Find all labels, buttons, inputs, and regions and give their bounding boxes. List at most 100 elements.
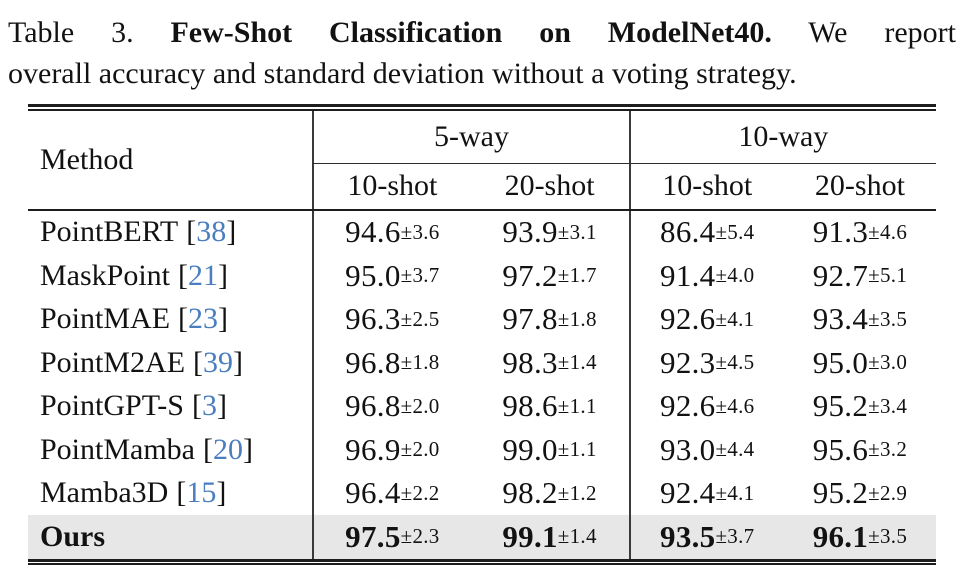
std-dev: ±4.6 <box>715 393 755 418</box>
value-cell: 95.6 ±3.2 <box>784 428 936 472</box>
header-5way-10shot: 10-shot <box>312 162 471 209</box>
value-cell: 92.7 ±5.1 <box>784 254 936 298</box>
accuracy-value: 92.3 <box>660 344 716 380</box>
accuracy-value: 95.6 <box>812 431 869 467</box>
citation-bracket: [ <box>176 476 187 510</box>
std-dev: ±4.1 <box>715 306 755 331</box>
table-row-mamba3d: Mamba3D [15] 96.4 ±2.2 98.2 ±1.2 92.4 ±4.1 9… <box>28 471 936 516</box>
value-cell: 92.3 ±4.5 <box>628 341 784 385</box>
accuracy-value: 97.8 <box>502 301 558 337</box>
caption-title-bold: Few-Shot Classification on ModelNet40. <box>170 16 772 49</box>
std-dev: ±2.9 <box>868 480 908 505</box>
accuracy-value: 99.0 <box>502 431 558 467</box>
std-dev: ±1.1 <box>557 393 597 418</box>
method-cell: PointMamba [20] <box>28 433 312 467</box>
value-cell: 95.2 ±2.9 <box>784 472 936 516</box>
accuracy-value: 92.6 <box>660 301 716 337</box>
citation-link[interactable]: 15 <box>186 476 217 510</box>
citation-link[interactable]: 38 <box>196 215 227 249</box>
header-group-5way: 5-way <box>312 110 628 163</box>
citation-link[interactable]: 21 <box>188 258 219 292</box>
std-dev: ±3.4 <box>868 393 908 418</box>
citation: [15] <box>176 476 226 509</box>
accuracy-value: 95.2 <box>812 475 869 511</box>
value-cell: 95.2 ±3.4 <box>784 385 936 429</box>
std-dev: ±2.2 <box>400 480 440 505</box>
table-row-ours: Ours 97.5 ±2.3 99.1 ±1.4 93.5 ±3.7 96.1 ±3.5 <box>28 515 936 559</box>
accuracy-value: 94.6 <box>345 214 401 250</box>
citation-bracket: [ <box>191 389 202 423</box>
citation-bracket: ] <box>216 389 227 423</box>
std-dev: ±5.1 <box>868 263 908 288</box>
std-dev: ±3.7 <box>400 263 440 288</box>
caption-line-1: Table 3. Few-Shot Classification on Mode… <box>8 12 956 53</box>
method-cell: Mamba3D [15] <box>28 476 312 510</box>
value-cell: 93.4 ±3.5 <box>784 298 936 342</box>
accuracy-value: 93.5 <box>660 518 716 554</box>
value-cell: 96.3 ±2.5 <box>312 297 470 341</box>
std-dev: ±3.0 <box>868 350 908 375</box>
citation-bracket: ] <box>243 432 253 466</box>
std-dev: ±1.7 <box>557 263 597 288</box>
table-row-pointgpt-s: PointGPT-S [3] 96.8 ±2.0 98.6 ±1.1 92.6 ±4.6… <box>28 384 936 429</box>
accuracy-value: 98.6 <box>502 388 558 424</box>
std-dev: ±3.5 <box>868 306 908 331</box>
accuracy-value: 92.4 <box>660 475 716 511</box>
accuracy-value: 96.9 <box>345 431 401 467</box>
method-name: Mamba3D <box>40 476 169 510</box>
header-5way-20shot: 20-shot <box>470 162 629 209</box>
citation-link[interactable]: 39 <box>203 345 234 379</box>
value-cell: 93.5 ±3.7 <box>628 515 784 559</box>
citation: [21] <box>178 259 228 292</box>
value-cell: 95.0 ±3.0 <box>784 341 936 385</box>
accuracy-value: 91.3 <box>812 214 869 250</box>
header-group-10way: 10-way <box>628 110 936 163</box>
std-dev: ±1.1 <box>557 437 597 462</box>
accuracy-value: 98.3 <box>502 344 558 380</box>
method-name: MaskPoint <box>40 258 171 292</box>
caption-line-2: overall accuracy and standard deviation … <box>8 57 797 90</box>
citation-link[interactable]: 23 <box>188 302 219 336</box>
accuracy-value: 96.8 <box>345 344 401 380</box>
method-name: PointM2AE <box>40 345 186 379</box>
std-dev: ±1.8 <box>400 350 440 375</box>
method-name: PointGPT-S <box>40 389 184 423</box>
citation: [39] <box>193 346 243 379</box>
std-dev: ±4.5 <box>715 350 755 375</box>
std-dev: ±3.5 <box>868 524 908 549</box>
accuracy-value: 95.2 <box>812 388 869 424</box>
accuracy-value: 91.4 <box>660 257 716 293</box>
method-cell: Ours <box>28 520 312 554</box>
table-row-maskpoint: MaskPoint [21] 95.0 ±3.7 97.2 ±1.7 91.4 ±4.0… <box>28 254 936 298</box>
caption-prefix: Table 3. <box>8 16 134 49</box>
std-dev: ±5.4 <box>715 219 755 244</box>
citation-bracket: [ <box>193 345 204 379</box>
value-cell: 95.0 ±3.7 <box>312 254 470 298</box>
value-cell: 97.5 ±2.3 <box>312 515 470 559</box>
table-row-pointmamba: PointMamba [20] 96.9 ±2.0 99.0 ±1.1 93.0 ±4.… <box>28 428 936 472</box>
header-method: Method <box>40 142 134 176</box>
value-cell: 92.6 ±4.6 <box>628 384 784 428</box>
citation-link[interactable]: 3 <box>201 389 217 423</box>
value-cell: 98.6 ±1.1 <box>470 385 628 429</box>
method-cell: MaskPoint [21] <box>28 259 312 293</box>
value-cell: 96.1 ±3.5 <box>784 515 936 559</box>
citation-link[interactable]: 20 <box>213 432 243 466</box>
std-dev: ±3.7 <box>715 524 755 549</box>
citation-bracket: ] <box>216 476 227 510</box>
accuracy-value: 95.0 <box>345 257 401 293</box>
header-10way-20shot: 20-shot <box>783 162 936 209</box>
accuracy-value: 96.1 <box>812 518 869 554</box>
method-name: PointMAE <box>40 302 171 336</box>
table-row-pointmae: PointMAE [23] 96.3 ±2.5 97.8 ±1.8 92.6 ±4.1 … <box>28 297 936 342</box>
citation-bracket: [ <box>178 258 189 292</box>
accuracy-value: 97.5 <box>345 518 401 554</box>
std-dev: ±4.4 <box>715 437 755 462</box>
accuracy-value: 95.0 <box>812 344 869 380</box>
table-caption: Table 3. Few-Shot Classification on Mode… <box>0 0 964 94</box>
value-cell: 93.0 ±4.4 <box>628 428 784 472</box>
accuracy-value: 96.3 <box>345 301 401 337</box>
value-cell: 97.8 ±1.8 <box>470 298 628 342</box>
value-cell: 92.4 ±4.1 <box>628 471 784 515</box>
value-cell: 98.3 ±1.4 <box>470 341 628 385</box>
